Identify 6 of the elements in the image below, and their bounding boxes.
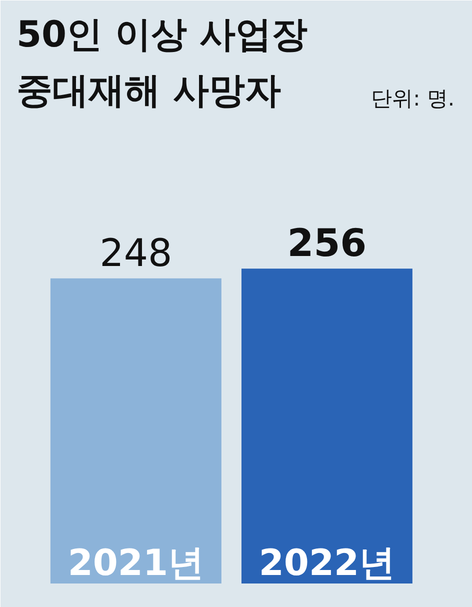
- x-tick-label: 2022년: [258, 542, 396, 584]
- chart-title: 50인 이상 사업장 중대재해 사망자: [16, 14, 308, 112]
- chart-subtitle: 단위: 명.: [371, 86, 455, 110]
- x-tick-label: 2021년: [68, 542, 204, 584]
- data-label: 256: [287, 220, 367, 265]
- data-label: 248: [100, 230, 172, 275]
